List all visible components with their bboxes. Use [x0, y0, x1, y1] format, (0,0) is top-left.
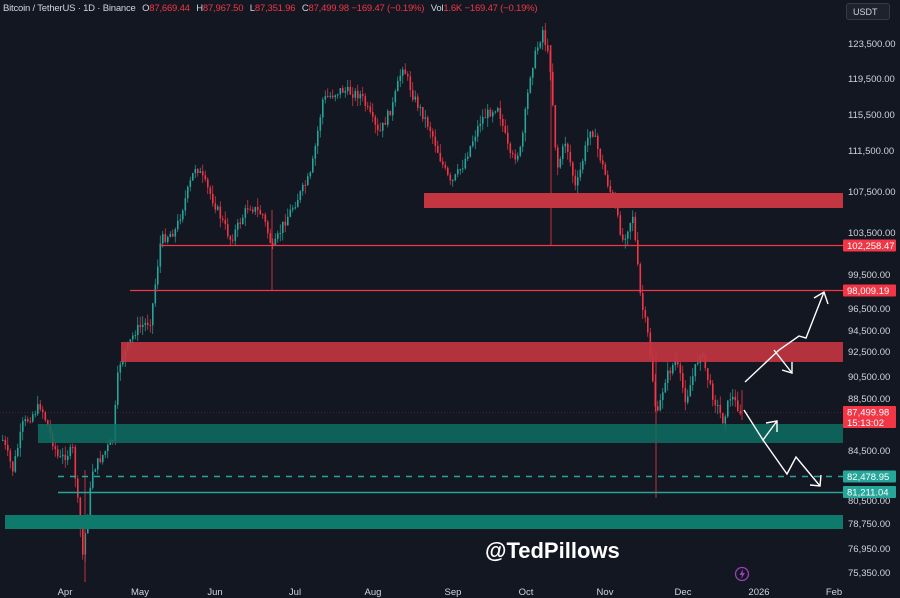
pullback-arrow-head — [781, 362, 793, 374]
close-value: 87,499.98 — [308, 3, 349, 14]
time-tick: Dec — [675, 587, 692, 598]
price-tick: 76,950.00 — [848, 544, 890, 555]
time-tick: Oct — [519, 587, 534, 598]
watermark: @TedPillows — [485, 538, 620, 563]
lightning-icon[interactable] — [734, 566, 750, 582]
price-tag-label: 98,009.19 — [847, 286, 889, 297]
time-tick: Nov — [597, 587, 614, 598]
time-tick: Jul — [289, 587, 301, 598]
price-tick: 78,750.00 — [848, 519, 890, 530]
price-tick: 107,500.00 — [848, 187, 896, 198]
bounce-arrow-head — [765, 420, 778, 432]
bullish-arrow-head — [813, 290, 829, 305]
price-tag — [843, 486, 896, 498]
pullback-arrow[interactable] — [773, 349, 793, 374]
time-tick: 2026 — [748, 587, 769, 598]
bullish-arrow[interactable] — [744, 291, 825, 383]
price-tag-label: 82,478.95 — [847, 472, 889, 483]
price-tick: 96,500.00 — [848, 304, 890, 315]
price-tag — [843, 470, 896, 483]
low-value: 87,351.96 — [254, 3, 296, 14]
candlesticks — [2, 22, 743, 582]
low-label: L — [249, 3, 255, 14]
price-tick: 80,500.00 — [848, 496, 890, 507]
price-axis[interactable]: 123,500.00 119,500.00 115,500.00 111,500.00… — [848, 39, 896, 579]
resistance-zone-92k[interactable] — [121, 342, 843, 362]
time-tick: Apr — [58, 587, 73, 598]
price-tick: 99,500.00 — [848, 270, 890, 281]
symbol-header: Bitcoin / TetherUS · 1D · Binance O87,66… — [3, 3, 538, 17]
price-tick: 115,500.00 — [848, 110, 895, 121]
price-tick: 90,500.00 — [848, 372, 890, 383]
high-value: 87,967.50 — [202, 3, 244, 14]
time-axis[interactable]: Apr May Jun Jul Aug Sep Oct Nov Dec 2026 Feb — [58, 587, 843, 598]
bearish-arrow[interactable] — [762, 439, 821, 487]
volume-label: Vol — [430, 3, 444, 14]
price-tag — [843, 406, 896, 428]
price-tick: 88,500.00 — [848, 394, 890, 405]
price-tag-label: 102,258.47 — [847, 241, 895, 252]
price-tick: 75,350.00 — [848, 568, 890, 579]
resistance-zone-107k[interactable] — [424, 193, 843, 208]
time-tick: Aug — [365, 587, 382, 598]
price-tag — [843, 284, 896, 297]
time-tick: May — [131, 587, 149, 598]
time-tick: Jun — [207, 587, 222, 598]
time-tick: Sep — [445, 587, 462, 598]
price-tag — [843, 239, 896, 252]
close-label: C — [301, 3, 309, 14]
change-value: −169.47 (−0.19%) — [351, 3, 425, 14]
symbol-title[interactable]: Bitcoin / TetherUS · 1D · Binance — [3, 3, 136, 14]
support-zone-79k[interactable] — [5, 515, 843, 529]
price-tag-label: 87,499.98 — [847, 408, 889, 419]
volume-change: −169.47 (−0.19%) — [464, 3, 538, 14]
projection-arrows — [743, 290, 829, 487]
currency-button[interactable]: USDT — [846, 3, 890, 20]
bearish-arrow-head — [809, 474, 822, 487]
price-tick: 84,500.00 — [848, 446, 890, 457]
price-tick: 94,500.00 — [848, 326, 890, 337]
price-tick: 92,500.00 — [848, 347, 890, 358]
zones — [5, 193, 843, 529]
price-tick: 123,500.00 — [848, 39, 896, 50]
open-label: O — [142, 3, 150, 14]
price-tag-label: 81,211.04 — [847, 488, 889, 499]
high-label: H — [196, 3, 203, 14]
countdown-timer: 15:13:02 — [847, 418, 884, 429]
price-tick: 119,500.00 — [848, 74, 895, 85]
price-tick: 103,500.00 — [848, 228, 896, 239]
levels — [0, 244, 843, 494]
volume-value: 1.6K — [443, 3, 463, 14]
time-tick: Feb — [826, 587, 842, 598]
support-zone-86k[interactable] — [38, 424, 843, 443]
price-tick: 111,500.00 — [848, 146, 894, 157]
open-value: 87,669.44 — [149, 3, 190, 14]
